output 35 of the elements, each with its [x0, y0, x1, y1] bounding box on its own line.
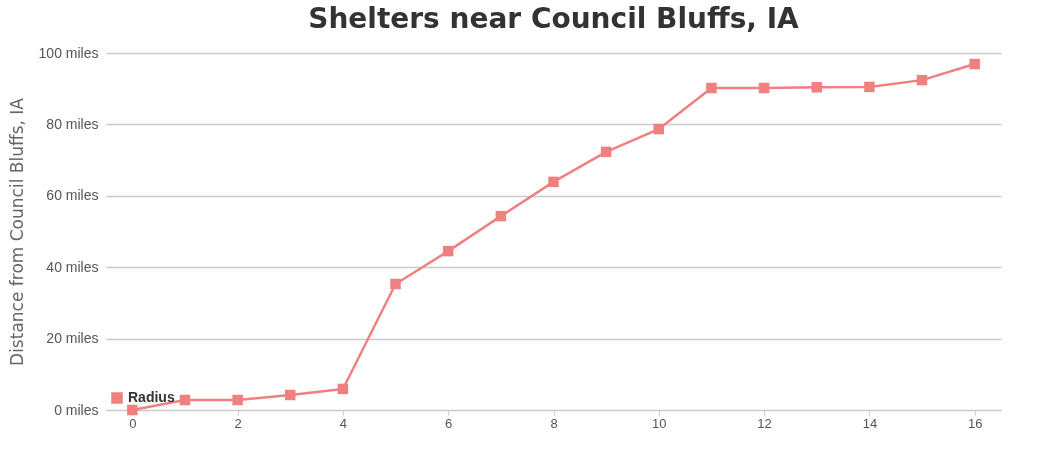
y-tick-label: 40 miles [46, 258, 99, 275]
point [653, 123, 665, 135]
point [179, 394, 191, 406]
x-tick-label: 10 [652, 415, 667, 431]
x-tick-label: 16 [967, 415, 983, 431]
x-tick-label: 8 [550, 415, 558, 431]
point [600, 146, 612, 158]
point [127, 404, 138, 416]
x-tick-label: 2 [234, 415, 242, 431]
point [969, 58, 980, 70]
y-tick-label: 0 miles [54, 401, 99, 418]
point [285, 389, 296, 401]
point [916, 74, 928, 86]
point [706, 82, 717, 94]
x-tick-label: 6 [445, 415, 453, 431]
y-tick-label: 80 miles [46, 115, 99, 132]
y-tick-label: 60 miles [46, 187, 99, 204]
x-tick-label: 4 [339, 415, 348, 431]
point [442, 245, 454, 257]
y-axis-title: Distance from Council Bluffs, IA [6, 97, 27, 366]
x-tick-label: 12 [757, 415, 772, 431]
point [495, 210, 507, 222]
x-tick-label: 14 [862, 415, 878, 431]
legend-label: Radius [128, 389, 175, 405]
point [811, 82, 822, 93]
y-tick-label: 100 miles [38, 44, 99, 61]
point [232, 394, 243, 406]
point [864, 81, 875, 93]
point [548, 176, 559, 188]
point [758, 82, 770, 94]
x-tick-label: 0 [129, 415, 137, 431]
y-tick-label: 20 miles [46, 330, 99, 347]
point [337, 383, 349, 395]
point [390, 278, 401, 290]
chart-title: Shelters near Council Bluffs, IA [308, 2, 800, 35]
